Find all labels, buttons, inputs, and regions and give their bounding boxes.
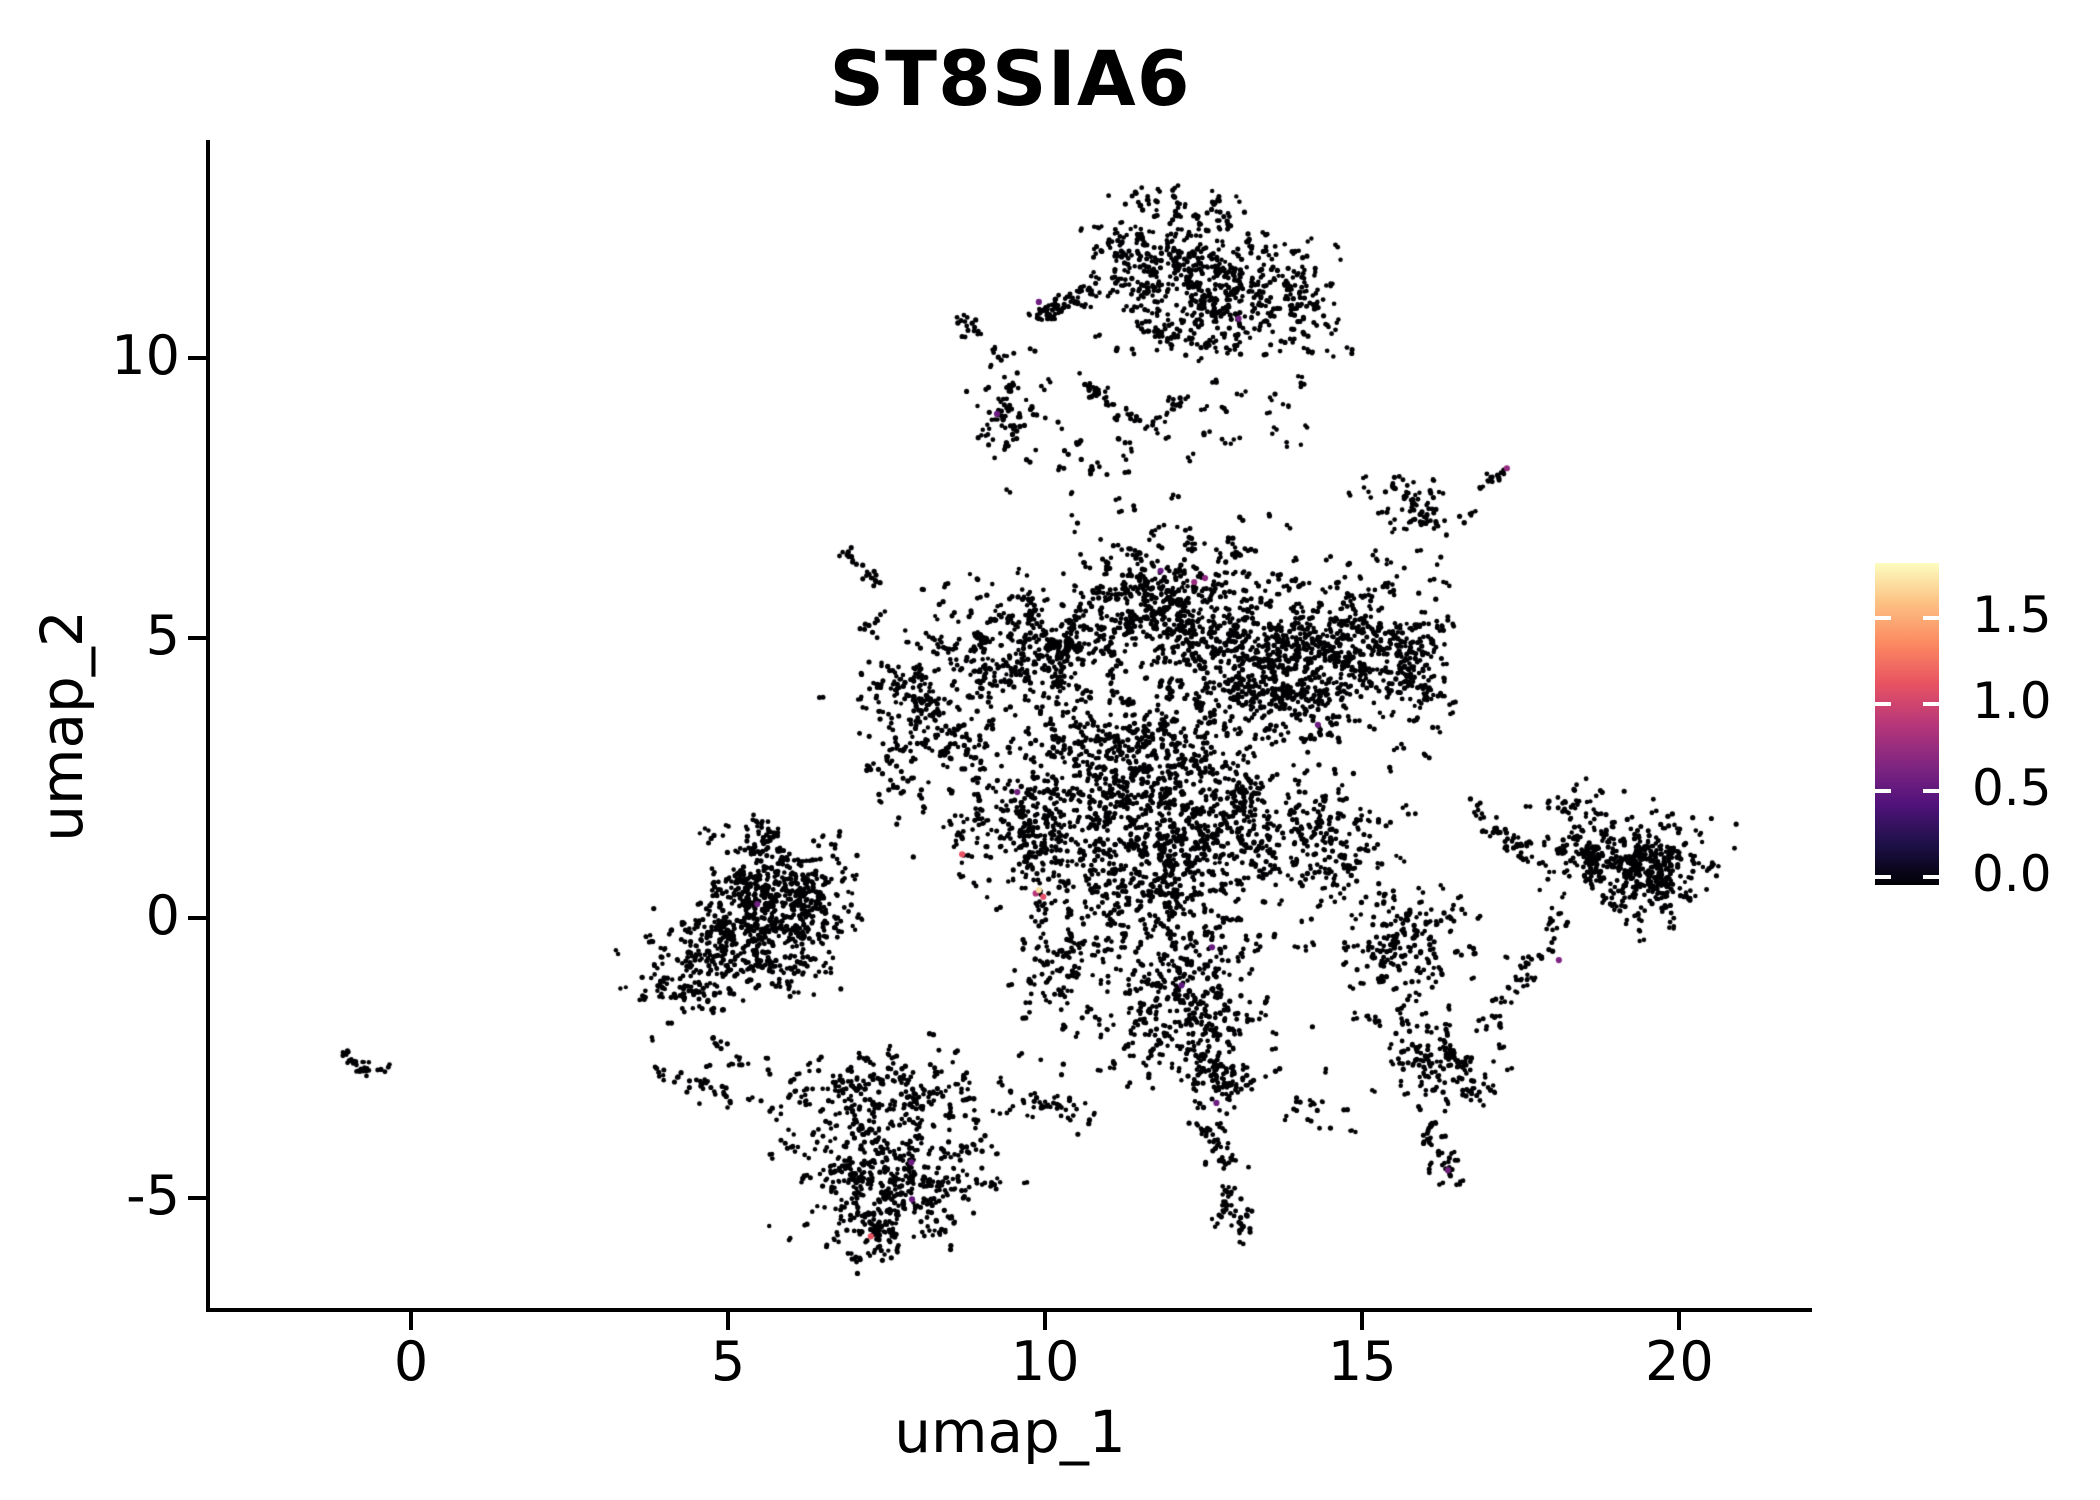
colorbar-tick [1923,875,1939,879]
x-tick-label: 10 [1010,1330,1080,1393]
colorbar-tick [1875,875,1891,879]
colorbar [1875,563,1939,885]
y-tick [188,1196,206,1201]
x-tick-label: 15 [1327,1330,1397,1393]
colorbar-tick [1923,702,1939,707]
colorbar-tick [1923,788,1939,793]
x-axis-label: umap_1 [894,1398,1126,1466]
x-axis-spine [206,1308,1812,1312]
colorbar-tick-label: 1.0 [1972,672,2052,731]
x-tick [1043,1312,1048,1330]
y-tick [188,355,206,360]
colorbar-tick-label: 1.5 [1972,586,2052,645]
y-tick-label: -5 [126,1164,180,1228]
x-tick [726,1312,731,1330]
x-tick [409,1312,414,1330]
y-tick-label: 0 [145,884,180,948]
x-tick-label: 5 [710,1330,746,1393]
colorbar-tick [1875,616,1891,621]
colorbar-tick-label: 0.0 [1972,845,2052,903]
y-tick-label: 5 [145,604,180,667]
scatter-canvas [210,140,1810,1308]
colorbar-tick [1875,788,1891,793]
x-tick-label: 0 [393,1330,429,1393]
colorbar-tick [1923,616,1939,621]
plot-title: ST8SIA6 [829,34,1191,123]
colorbar-tick [1875,702,1891,707]
x-tick-label: 20 [1645,1330,1714,1393]
y-axis-label: umap_2 [28,610,96,842]
colorbar-tick-label: 0.5 [1972,758,2052,817]
y-axis-spine [206,140,210,1312]
y-tick [188,636,206,640]
y-tick-label: 10 [111,323,180,387]
x-tick [1360,1312,1365,1330]
y-tick [188,916,206,921]
x-tick [1677,1312,1682,1330]
